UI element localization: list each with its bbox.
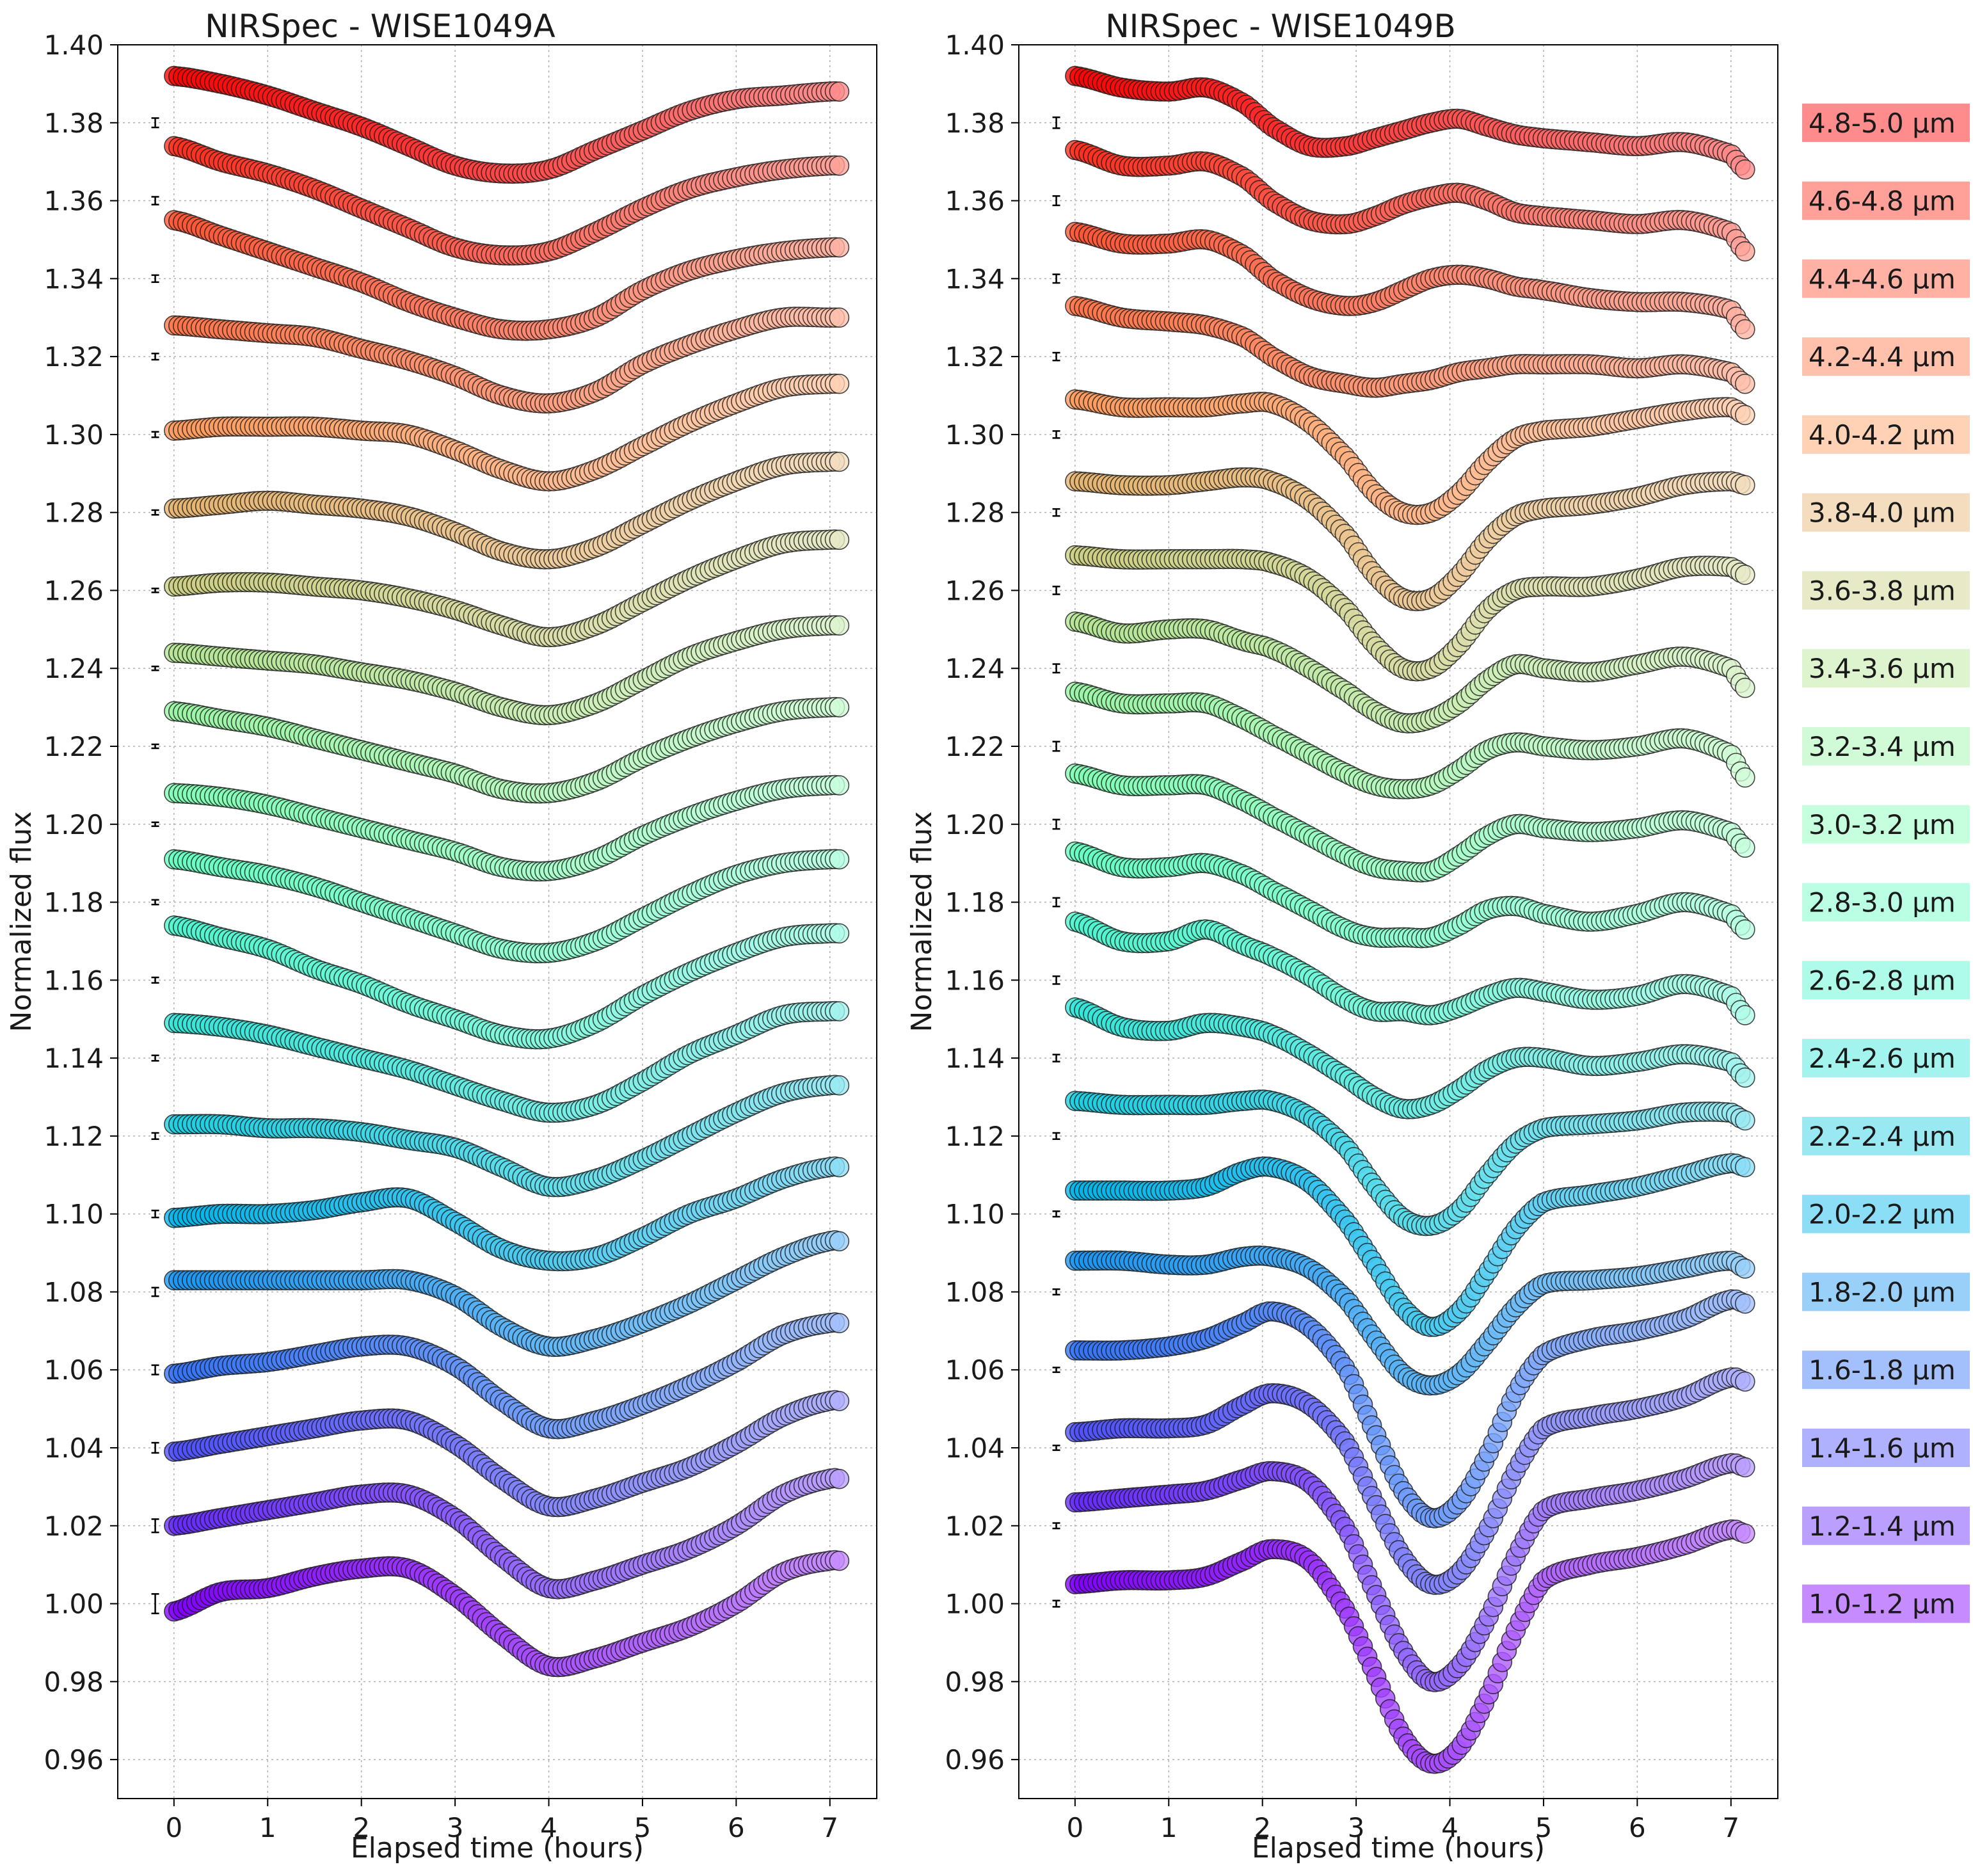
data-point [1735,1258,1755,1279]
data-point [1735,1371,1755,1392]
data-point [829,307,850,328]
y-tick-label: 1.28 [44,497,104,529]
chart-title: NIRSpec - WISE1049A [205,8,555,45]
x-tick-label: 6 [728,1812,745,1843]
chart-title: NIRSpec - WISE1049B [1105,8,1456,45]
data-point [1735,1457,1755,1478]
y-tick-label: 1.02 [44,1511,104,1542]
data-point [1735,837,1755,858]
data-point [1735,1523,1755,1544]
y-tick-label: 1.30 [44,419,104,451]
y-tick-label: 0.98 [44,1666,104,1697]
data-point [829,615,850,636]
data-point [829,529,850,550]
data-point [829,1001,850,1022]
y-tick-label: 1.20 [44,809,104,840]
x-axis-label: Elapsed time (hours) [351,1832,644,1864]
data-point [1735,919,1755,940]
data-point [829,697,850,718]
y-tick-label: 1.24 [44,653,104,684]
data-point [829,1550,850,1571]
series-1.0-1.2 [164,1550,850,1678]
y-tick-label: 1.34 [44,263,104,294]
y-tick-label: 1.04 [44,1432,104,1464]
data-point [829,849,850,870]
y-axis-label: Normalized flux [5,811,38,1032]
series-1.4-1.6 [164,1390,850,1518]
panel-wise1049a: NIRSpec - WISE1049A 0 1 2 3 4 5 6 70.960.981.00… [5,8,877,1864]
y-tick-label: 1.38 [44,108,104,139]
y-tick-label: 1.18 [44,887,104,918]
y-tick-label: 1.32 [44,341,104,373]
data-point [829,237,850,258]
y-tick-label: 1.36 [44,186,104,217]
data-point [829,1468,850,1489]
data-point [829,1075,850,1096]
data-points [164,65,850,1678]
data-point [1735,1157,1755,1178]
y-tick-label: 1.40 [44,29,104,61]
data-point [829,81,850,102]
y-tick-label: 1.00 [44,1589,104,1620]
y-tick-label: 1.12 [44,1121,104,1152]
data-point [1735,1067,1755,1088]
x-tick-label: 1 [259,1812,276,1843]
data-point [829,1391,850,1411]
x-tick-label: 7 [821,1812,838,1843]
data-point [1735,1293,1755,1314]
y-tick-label: 1.14 [44,1043,104,1074]
y-tick-label: 1.06 [44,1354,104,1386]
data-point [1735,1005,1755,1025]
data-point [829,451,850,472]
data-point [829,1313,850,1333]
data-point [829,775,850,796]
y-tick-label: 0.96 [44,1744,104,1776]
error-bars [151,117,159,1615]
data-point [829,1231,850,1252]
data-point [829,373,850,394]
y-tick-label: 1.08 [44,1276,104,1308]
y-tick-label: 1.16 [44,965,104,996]
y-tick-label: 1.26 [44,575,104,606]
data-point [1735,1110,1755,1131]
data-point [829,155,850,176]
data-point [829,1157,850,1178]
y-tick-label: 1.10 [44,1199,104,1230]
y-tick-label: 1.22 [44,731,104,762]
data-point [829,923,850,944]
series-1.2-1.4 [164,1468,850,1599]
x-tick-label: 0 [165,1812,182,1843]
